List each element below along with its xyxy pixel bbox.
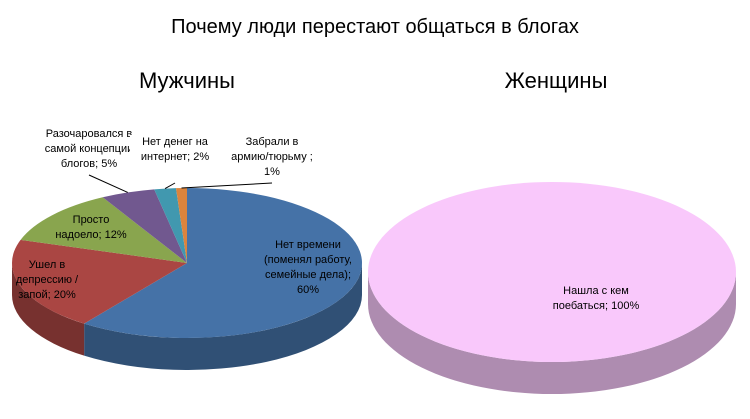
data-label: Ушел в депрессию / запой; 20% xyxy=(15,259,79,301)
pie-side xyxy=(368,272,736,394)
chart-title: Почему люди перестают общаться в блогах xyxy=(171,16,579,38)
pie-slice xyxy=(84,188,362,338)
leader-line xyxy=(88,174,128,193)
pie-slice xyxy=(176,188,187,263)
pie-slice xyxy=(368,182,736,362)
pie-title: Женщины xyxy=(504,68,608,93)
pie-title: Мужчины xyxy=(138,68,235,93)
leader-line xyxy=(181,182,273,189)
data-label: Нет времени (поменял работу, семейные де… xyxy=(264,239,352,296)
data-label: Просто надоело; 12% xyxy=(55,214,127,241)
data-label: Нет денег на интернет; 2% xyxy=(130,135,220,165)
pie-side xyxy=(12,263,85,356)
pie-slice xyxy=(20,197,187,263)
pie-side xyxy=(84,263,363,370)
leader-line xyxy=(164,182,176,190)
pie-slice xyxy=(154,188,187,263)
pie-slice xyxy=(102,189,187,263)
data-label: Разочаровался в самой концепции блогов; … xyxy=(44,127,134,172)
data-label: Забрали в армию/тюрьму ; 1% xyxy=(226,135,318,180)
pie-slice xyxy=(11,239,188,324)
data-label: Нашла с кем поебаться; 100% xyxy=(552,285,640,312)
